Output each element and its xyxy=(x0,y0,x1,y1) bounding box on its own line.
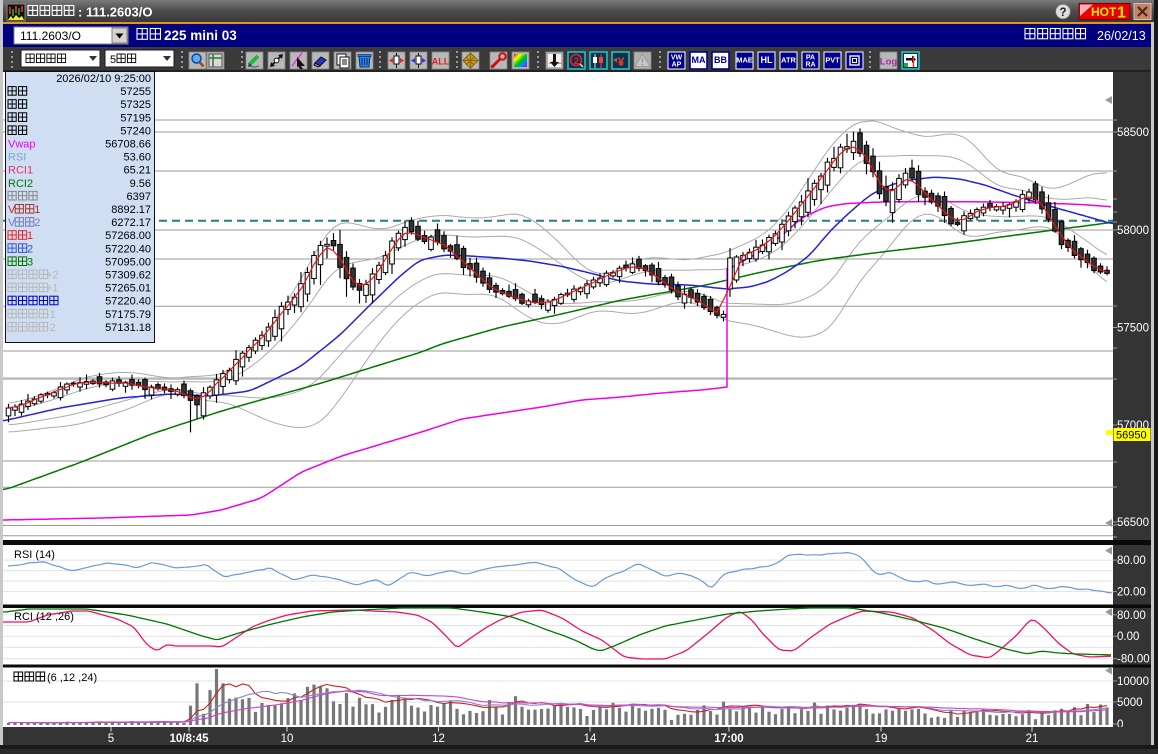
svg-text:5: 5 xyxy=(110,54,116,66)
svg-text:20.00: 20.00 xyxy=(1117,587,1146,599)
svg-text:58500: 58500 xyxy=(1117,127,1149,139)
svg-text:Log: Log xyxy=(880,57,898,68)
svg-text:HL: HL xyxy=(761,55,773,65)
svg-text:3: 3 xyxy=(27,256,33,268)
svg-text:57265.01: 57265.01 xyxy=(105,283,151,295)
svg-text:14: 14 xyxy=(584,733,597,745)
svg-text:2: 2 xyxy=(34,217,40,229)
svg-text:MA: MA xyxy=(692,55,706,65)
svg-text:17:00: 17:00 xyxy=(714,733,743,745)
svg-text:-80.00: -80.00 xyxy=(1117,654,1150,666)
svg-text:V: V xyxy=(8,217,16,229)
svg-text:19: 19 xyxy=(875,733,888,745)
svg-text:57220.40: 57220.40 xyxy=(105,296,151,308)
svg-text:57175.79: 57175.79 xyxy=(105,309,151,321)
svg-text:RSI: RSI xyxy=(8,152,26,164)
svg-text:PVT: PVT xyxy=(825,56,840,65)
svg-text:80.00: 80.00 xyxy=(1117,555,1146,567)
svg-text:1: 1 xyxy=(34,204,40,216)
svg-text:56500: 56500 xyxy=(1117,517,1149,529)
svg-text:57255: 57255 xyxy=(120,86,151,98)
svg-text:6397: 6397 xyxy=(127,191,151,203)
svg-text:21: 21 xyxy=(1026,733,1039,745)
svg-text:VW: VW xyxy=(671,55,683,62)
svg-text:HOT: HOT xyxy=(1091,5,1117,19)
svg-text:0: 0 xyxy=(1117,719,1123,731)
svg-text:0.00: 0.00 xyxy=(1117,631,1139,643)
svg-text:2: 2 xyxy=(574,56,579,66)
svg-text:BB: BB xyxy=(714,55,727,65)
svg-text:1: 1 xyxy=(1117,5,1126,22)
svg-text:57240: 57240 xyxy=(120,125,151,137)
svg-text:RA: RA xyxy=(805,62,815,69)
svg-text:RCI2: RCI2 xyxy=(8,178,33,190)
svg-text:57095.00: 57095.00 xyxy=(105,256,151,268)
svg-text:26/02/13: 26/02/13 xyxy=(1097,29,1146,43)
svg-text:56708.66: 56708.66 xyxy=(105,139,151,151)
svg-text:?: ? xyxy=(1059,7,1066,19)
svg-text:¥: ¥ xyxy=(618,55,625,69)
svg-text:225 mini 03: 225 mini 03 xyxy=(164,28,237,43)
svg-text:56950: 56950 xyxy=(1116,430,1147,442)
svg-text:MAE: MAE xyxy=(736,56,752,65)
svg-text:2026/02/10 9:25:00: 2026/02/10 9:25:00 xyxy=(56,73,151,85)
svg-text:ALL: ALL xyxy=(432,57,450,67)
svg-text:111.2603/O: 111.2603/O xyxy=(20,29,81,43)
svg-text:10: 10 xyxy=(281,733,294,745)
svg-text:V: V xyxy=(8,204,16,216)
svg-text:57131.18: 57131.18 xyxy=(105,322,151,334)
svg-text:57500: 57500 xyxy=(1117,323,1149,335)
svg-text:PA: PA xyxy=(806,55,815,62)
svg-text:80.00: 80.00 xyxy=(1117,610,1146,622)
svg-text:6272.17: 6272.17 xyxy=(111,217,151,229)
svg-text:57195: 57195 xyxy=(120,112,151,124)
svg-text:+1: +1 xyxy=(46,283,59,295)
svg-text:8892.17: 8892.17 xyxy=(111,204,151,216)
svg-text:10000: 10000 xyxy=(1117,676,1149,688)
svg-text:10/8:45: 10/8:45 xyxy=(169,733,209,745)
svg-text:12: 12 xyxy=(432,733,445,745)
svg-text:1: 1 xyxy=(27,230,33,242)
svg-text:AP: AP xyxy=(672,62,682,69)
svg-text:9.56: 9.56 xyxy=(130,178,151,190)
svg-text:57309.62: 57309.62 xyxy=(105,270,151,282)
svg-text:58000: 58000 xyxy=(1117,225,1149,237)
svg-text:57220.40: 57220.40 xyxy=(105,243,151,255)
svg-text:57325: 57325 xyxy=(120,99,151,111)
svg-text:RCI1: RCI1 xyxy=(8,165,33,177)
svg-text:5: 5 xyxy=(108,733,114,745)
svg-text:+2: +2 xyxy=(46,270,59,282)
svg-text:-2: -2 xyxy=(46,322,56,334)
svg-text:2: 2 xyxy=(27,243,33,255)
svg-text:RSI (14): RSI (14) xyxy=(14,549,55,561)
svg-text:: 111.2603/O: : 111.2603/O xyxy=(78,5,152,20)
svg-text:RCI (12 ,26): RCI (12 ,26) xyxy=(14,611,74,623)
svg-text:5000: 5000 xyxy=(1117,697,1143,709)
svg-text:-1: -1 xyxy=(46,309,56,321)
svg-text:(6 ,12 ,24): (6 ,12 ,24) xyxy=(47,672,97,684)
svg-text:53.60: 53.60 xyxy=(123,152,151,164)
svg-text:Vwap: Vwap xyxy=(8,139,36,151)
svg-text:57268.00: 57268.00 xyxy=(105,230,151,242)
svg-text:65.21: 65.21 xyxy=(123,165,151,177)
svg-text:ATR: ATR xyxy=(781,56,796,65)
